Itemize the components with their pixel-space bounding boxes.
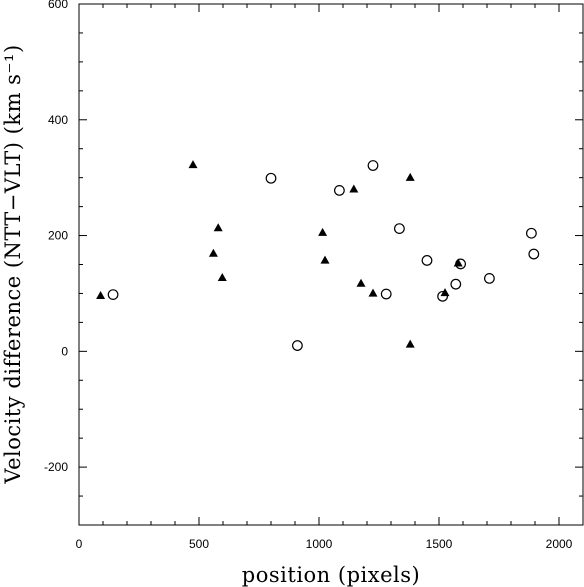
y-tick-label: 0 xyxy=(61,344,68,358)
circle-point xyxy=(265,172,277,184)
triangle-point xyxy=(320,255,330,264)
triangle-point xyxy=(96,290,106,299)
circle-point xyxy=(526,227,537,239)
circle-point xyxy=(394,223,405,235)
triangle-point xyxy=(318,227,328,236)
triangle-point xyxy=(208,248,218,257)
triangle-point xyxy=(368,288,378,297)
x-tick-label: 500 xyxy=(189,537,209,551)
y-tick-label: 200 xyxy=(48,229,68,243)
y-tick-label: -200 xyxy=(44,460,68,474)
triangle-point xyxy=(188,160,198,169)
circle-point xyxy=(421,255,433,266)
triangle-point xyxy=(213,223,223,232)
x-tick-label: 1500 xyxy=(426,537,453,551)
triangle-point xyxy=(405,339,415,348)
data-points xyxy=(96,160,540,351)
x-tick-label: 2000 xyxy=(546,537,573,551)
axis-ticks xyxy=(78,3,584,526)
x-tick-label: 1000 xyxy=(306,537,333,551)
tick-labels: 0 500 1000 1500 2000 -200 0 200 400 600 xyxy=(44,0,573,551)
circle-point xyxy=(334,185,345,196)
triangle-point xyxy=(217,273,227,282)
circle-point xyxy=(528,248,540,260)
y-tick-label: 600 xyxy=(48,0,68,11)
triangle-point xyxy=(356,278,366,287)
triangle-point xyxy=(349,184,359,193)
triangle-point xyxy=(405,172,415,181)
circle-point xyxy=(437,290,449,302)
circle-point xyxy=(484,272,495,284)
plot-frame xyxy=(78,3,584,526)
circle-point xyxy=(380,288,392,300)
circle-point xyxy=(107,289,119,301)
circle-point xyxy=(450,278,462,290)
x-tick-label: 0 xyxy=(76,537,83,551)
y-axis-label: Velocity difference (NTT−VLT) (km s⁻¹) xyxy=(1,44,25,484)
circle-point xyxy=(367,160,379,171)
circle-point xyxy=(292,340,303,351)
circle-point xyxy=(455,258,467,270)
x-axis-label: position (pixels) xyxy=(242,563,420,587)
y-tick-label: 400 xyxy=(48,113,68,127)
